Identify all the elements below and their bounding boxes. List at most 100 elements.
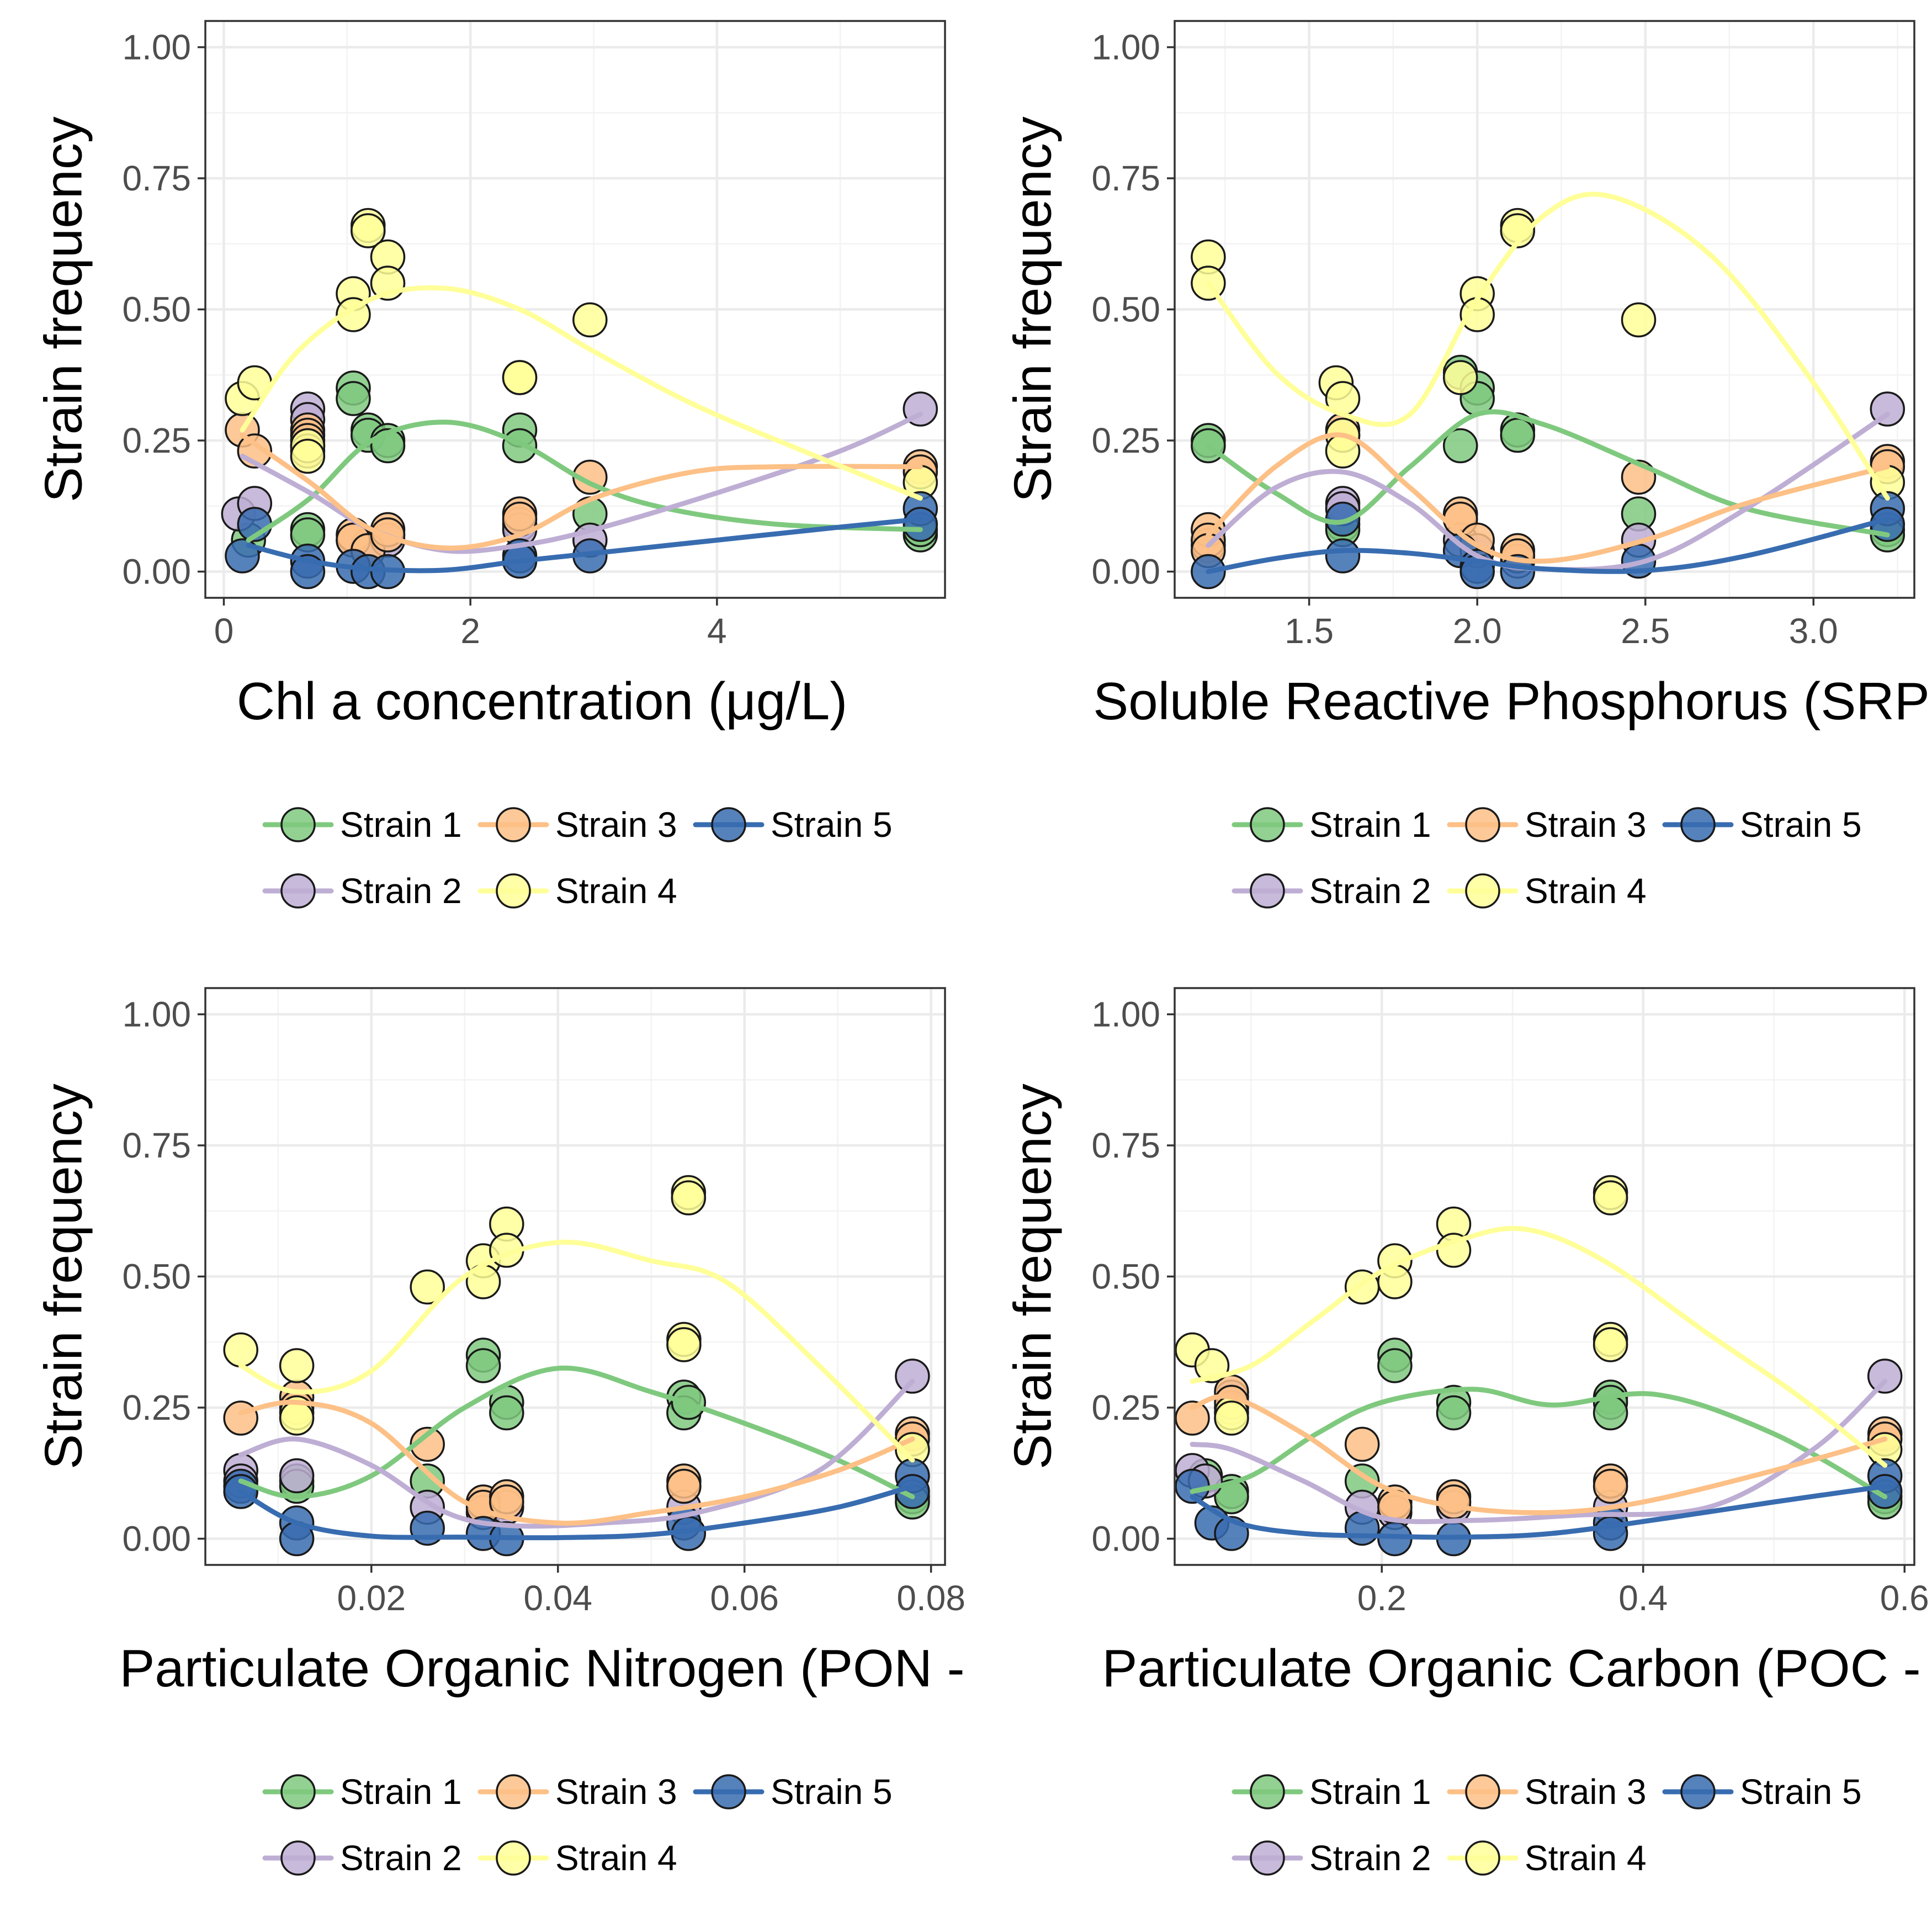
- y-tick-label: 1.00: [122, 28, 191, 67]
- smooth-line-strain-4: [240, 285, 923, 501]
- smooth-line-strain-4: [1190, 1225, 1888, 1468]
- legend-point-key: [280, 1840, 316, 1876]
- x-axis-title: Soluble Reactive Phosphorus (SRP: [1093, 672, 1929, 731]
- y-axis-title: Strain frequency: [34, 116, 93, 502]
- smooth-line-strain-5: [1190, 1484, 1888, 1540]
- point-strain-5: [903, 507, 938, 542]
- legend-item-strain-1: Strain 1: [1232, 1772, 1431, 1812]
- legend-item-strain-3: Strain 3: [477, 1772, 677, 1812]
- plot-data: [1175, 1175, 1903, 1557]
- legend-point-key: [1250, 1774, 1285, 1809]
- smooth-line-strain-3: [1206, 432, 1890, 564]
- x-tick-label: 4: [707, 611, 727, 651]
- point-strain-3: [1344, 1426, 1380, 1462]
- y-tick-label: 0.75: [122, 158, 191, 198]
- legend-point-key: [1465, 807, 1500, 842]
- x-axis-title: Particulate Organic Carbon (POC -: [1102, 1639, 1920, 1698]
- legend-item-strain-4: Strain 4: [477, 1838, 677, 1878]
- legend-label: Strain 4: [555, 1838, 677, 1878]
- legend-label: Strain 2: [1309, 871, 1431, 911]
- smooth-line-strain-2: [240, 412, 923, 554]
- point-strain-4: [502, 360, 538, 395]
- y-tick-label: 1.00: [1091, 995, 1160, 1034]
- point-strain-4: [351, 213, 386, 248]
- y-tick-label: 0.00: [1091, 552, 1160, 592]
- point-strain-4: [1593, 1180, 1628, 1216]
- y-tick-label: 0.00: [1091, 1519, 1160, 1559]
- y-tick-label: 0.25: [122, 1388, 191, 1427]
- point-strain-1: [336, 381, 371, 416]
- x-axis-title: Chl a concentration (μg/L): [237, 672, 848, 731]
- legend-item-strain-2: Strain 2: [262, 1838, 462, 1878]
- point-strain-3: [410, 1426, 445, 1462]
- y-tick-label: 0.25: [122, 421, 191, 460]
- smooth-line-strain-1: [246, 420, 923, 543]
- legend-point-key: [1250, 807, 1285, 842]
- gridlines: [1175, 988, 1914, 1565]
- point-strain-1: [1442, 428, 1478, 464]
- y-tick-label: 0.50: [1091, 1257, 1160, 1297]
- legend: Strain 1 Strain 2 Strain 3 Strain 4 Strain 5: [1232, 805, 1862, 911]
- legend: Strain 1 Strain 2 Strain 3 Strain 4 Strain 5: [262, 1772, 893, 1878]
- point-strain-4: [572, 302, 608, 338]
- x-tick-label: 0.4: [1618, 1578, 1668, 1618]
- legend-item-strain-3: Strain 3: [1447, 805, 1647, 845]
- y-tick-label: 1.00: [122, 995, 191, 1034]
- legend-label: Strain 1: [340, 1772, 462, 1812]
- plot-data: [223, 1175, 930, 1557]
- legend-label: Strain 5: [1740, 805, 1862, 845]
- y-tick-label: 0.50: [1091, 290, 1160, 330]
- y-axis-title: Strain frequency: [1003, 116, 1062, 502]
- smooth-line-strain-5: [1206, 517, 1890, 574]
- legend-point-key: [1250, 1840, 1285, 1876]
- legend-point-key: [1680, 807, 1716, 842]
- chart-panel-3: 0.00 0.25 0.50 0.75 1.00 0.02 0.04 0.06 0.08 Part…: [34, 987, 965, 1878]
- point-strain-4: [223, 1332, 258, 1368]
- smooth-line-strain-1: [1190, 1387, 1888, 1499]
- legend-point-key: [1465, 1840, 1500, 1876]
- y-tick-label: 0.00: [122, 1519, 191, 1559]
- legend-point-key: [280, 873, 316, 909]
- legend-item-strain-5: Strain 5: [1662, 1772, 1862, 1812]
- point-strain-4: [290, 438, 326, 474]
- legend-item-strain-5: Strain 5: [693, 805, 893, 845]
- point-strain-4: [1593, 1327, 1628, 1362]
- y-tick-label: 0.00: [122, 552, 191, 592]
- point-strain-4: [1214, 1400, 1249, 1436]
- smooth-line-strain-5: [246, 517, 923, 574]
- x-tick-label: 0.04: [523, 1578, 592, 1618]
- legend-label: Strain 4: [555, 871, 677, 911]
- legend: Strain 1 Strain 2 Strain 3 Strain 4 Strain 5: [1232, 1772, 1862, 1878]
- legend-point-key: [496, 807, 531, 842]
- point-strain-3: [1593, 1468, 1628, 1504]
- point-strain-4: [1442, 360, 1478, 395]
- x-tick-label: 0: [214, 611, 234, 651]
- point-strain-1: [489, 1395, 524, 1431]
- x-tick-label: 0.02: [337, 1578, 406, 1618]
- legend-point-key: [280, 807, 316, 842]
- point-strain-4: [410, 1269, 445, 1305]
- legend-item-strain-3: Strain 3: [1447, 1772, 1647, 1812]
- legend-item-strain-5: Strain 5: [693, 1772, 893, 1812]
- y-tick-label: 1.00: [1091, 28, 1160, 67]
- point-strain-1: [1436, 1395, 1472, 1431]
- smooth-line-strain-5: [238, 1484, 915, 1541]
- x-tick-label: 2.0: [1453, 611, 1502, 651]
- x-tick-label: 2: [460, 611, 480, 651]
- smooth-line-strain-1: [238, 1365, 915, 1500]
- legend-point-key: [1465, 873, 1500, 909]
- legend-point-key: [496, 1774, 531, 1809]
- legend-label: Strain 5: [771, 805, 893, 845]
- legend-point-key: [711, 1774, 746, 1809]
- smooth-line-strain-4: [1206, 192, 1890, 501]
- point-strain-4: [666, 1327, 702, 1362]
- legend-item-strain-5: Strain 5: [1662, 805, 1862, 845]
- legend-point-key: [1250, 873, 1285, 909]
- point-strain-4: [279, 1348, 315, 1383]
- y-tick-label: 0.25: [1091, 421, 1160, 460]
- point-strain-5: [1325, 538, 1361, 574]
- legend: Strain 1 Strain 2 Strain 3 Strain 4 Strain 5: [262, 805, 893, 911]
- legend-label: Strain 5: [771, 1772, 893, 1812]
- point-strain-5: [1593, 1516, 1628, 1551]
